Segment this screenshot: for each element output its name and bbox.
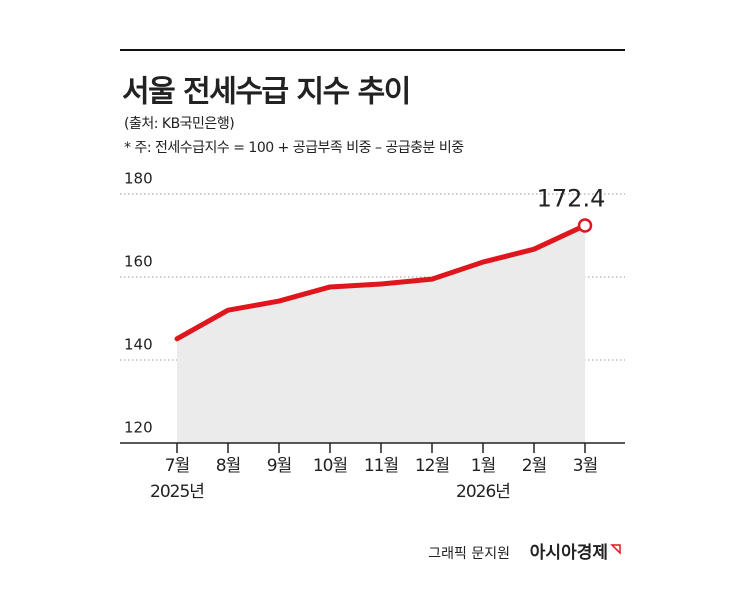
x-tick-label: 12월 <box>415 456 449 476</box>
y-tick-label: 180 <box>124 170 153 188</box>
note: * 주: 전세수급지수 = 100 + 공급부족 비중 – 공급충분 비중 <box>124 140 464 156</box>
source: (출처: KB국민은행) <box>124 116 234 132</box>
year-label: 2026년 <box>456 482 510 502</box>
chart-title: 서울 전세수급 지수 추이 <box>122 75 410 110</box>
y-tick-label: 140 <box>124 336 153 354</box>
year-label: 2025년 <box>150 482 204 502</box>
y-tick-label: 120 <box>124 419 153 437</box>
value-label: 172.4 <box>537 185 606 213</box>
x-tick-label: 3월 <box>573 456 597 476</box>
end-marker <box>577 218 593 233</box>
credit: 그래픽 문지원 <box>428 546 510 562</box>
publisher: 아시아경제 <box>530 543 608 563</box>
x-tick-label: 2월 <box>522 456 546 476</box>
x-tick-label: 7월 <box>165 456 189 476</box>
x-tick-label: 8월 <box>216 456 240 476</box>
x-tick-label: 10월 <box>313 456 347 476</box>
logo <box>610 544 621 555</box>
y-tick-label: 160 <box>124 253 153 271</box>
x-tick-label: 9월 <box>267 456 291 476</box>
area <box>177 225 585 443</box>
line <box>174 223 588 342</box>
x-tick-label: 11월 <box>364 456 398 476</box>
x-tick-label: 1월 <box>471 456 495 476</box>
